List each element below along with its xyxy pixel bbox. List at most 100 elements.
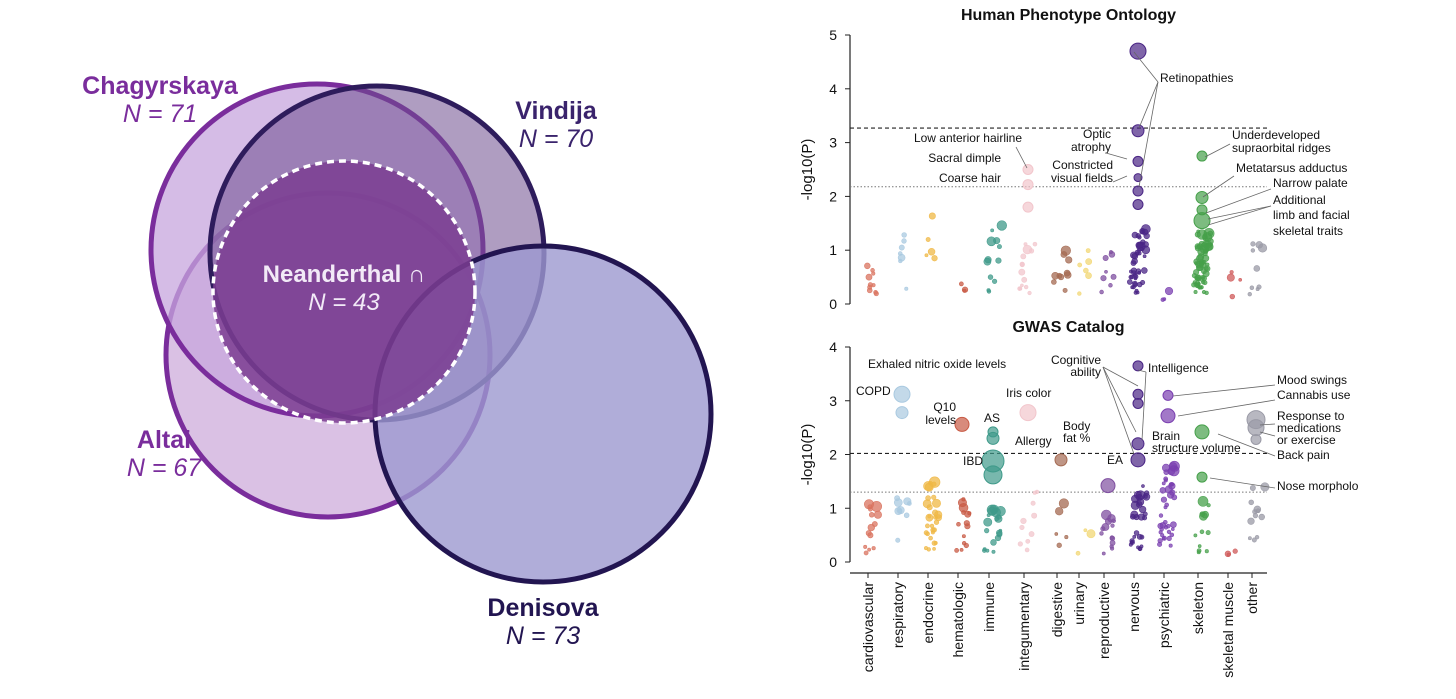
point-nervous: [1129, 513, 1136, 520]
annotation-label: Sacral dimple: [928, 151, 1001, 165]
annotation-label: Back pain: [1277, 448, 1330, 462]
point-immune: [987, 506, 997, 516]
point-skeletal-muscle: [1226, 552, 1231, 557]
annotation-label: Cannabis use: [1277, 388, 1351, 402]
highlight-point-digestive: [1054, 453, 1068, 467]
annotation-leader-line: [1138, 81, 1159, 188]
point-urinary: [1085, 272, 1092, 279]
y-tick-label-1: 1: [829, 500, 837, 516]
point-nervous: [1129, 274, 1135, 280]
point-immune: [986, 289, 992, 294]
annotation-label: Optic: [1083, 127, 1111, 141]
point-cardiovascular: [863, 550, 869, 556]
point-integumentary: [1025, 538, 1031, 544]
point-nervous: [1127, 279, 1133, 285]
point-psychiatric: [1161, 535, 1167, 541]
venn-diagram: Chagyrskaya N = 71 Vindija N = 70 Altai …: [82, 72, 714, 650]
point-reproductive: [1110, 273, 1117, 280]
point-nervous: [1130, 260, 1137, 266]
highlight-point-nervous: [1132, 360, 1144, 372]
highlight-point-nervous: [1132, 388, 1144, 400]
highlight-point-nervous: [1131, 437, 1145, 451]
point-skeleton: [1205, 530, 1211, 536]
annotation-label: visual fields: [1051, 171, 1113, 185]
point-reproductive: [1101, 551, 1106, 556]
annotation-label: Underdeveloped: [1232, 128, 1320, 142]
point-nervous: [1139, 229, 1145, 235]
highlight-point-nervous: [1130, 452, 1146, 468]
point-psychiatric: [1169, 532, 1175, 538]
annotation-label: Body: [1063, 419, 1090, 433]
point-hematologic: [963, 520, 970, 527]
point-reproductive: [1109, 544, 1114, 549]
annotation-label: COPD: [856, 384, 891, 398]
point-nervous: [1136, 501, 1143, 508]
point-nervous: [1140, 279, 1146, 286]
point-other: [1249, 285, 1255, 290]
point-psychiatric: [1166, 529, 1172, 535]
highlight-point-skeleton: [1193, 212, 1211, 230]
point-skeleton: [1193, 269, 1200, 276]
point-psychiatric: [1157, 522, 1164, 529]
annotation-leader-line: [1202, 175, 1235, 198]
point-integumentary: [1028, 248, 1035, 254]
annotation-leader-line: [1102, 366, 1135, 455]
point-nervous: [1131, 284, 1136, 290]
point-endocrine: [926, 547, 931, 552]
vindija-name: Vindija: [515, 97, 598, 125]
point-skeleton: [1196, 550, 1201, 555]
point-cardiovascular: [870, 268, 875, 273]
annotation-label: medications: [1277, 421, 1341, 435]
point-other: [1249, 485, 1256, 491]
point-psychiatric: [1164, 286, 1174, 296]
highlight-point-nervous: [1129, 42, 1147, 60]
point-psychiatric: [1158, 513, 1164, 518]
y-tick-label-1: 3: [829, 393, 837, 409]
annotation-leader-line: [1205, 188, 1272, 214]
point-skeleton: [1199, 285, 1204, 290]
point-skeletal-muscle: [1232, 548, 1238, 554]
point-other: [1247, 291, 1252, 297]
chagyrskaya-count: N = 71: [123, 100, 197, 128]
point-nervous: [1135, 290, 1140, 295]
point-urinary: [1077, 291, 1082, 296]
point-nervous: [1140, 247, 1145, 251]
point-integumentary: [1018, 268, 1026, 276]
point-psychiatric: [1166, 535, 1172, 542]
point-other: [1256, 284, 1262, 290]
point-other: [1251, 537, 1257, 543]
point-urinary: [1086, 529, 1096, 539]
point-respiratory: [895, 537, 901, 543]
y-axis-label-0: -log10(P): [799, 139, 816, 201]
denisova-count: N = 73: [506, 622, 580, 650]
annotation-label: EA: [1107, 453, 1123, 467]
point-nervous: [1137, 513, 1145, 521]
point-cardiovascular: [867, 523, 875, 532]
point-endocrine: [927, 514, 932, 519]
chart-title-1: GWAS Catalog: [1012, 319, 1124, 336]
point-nervous: [1141, 484, 1145, 488]
intersection-label: Neanderthal ∩: [263, 261, 426, 288]
point-respiratory: [897, 253, 906, 262]
highlight-point-integumentary: [1019, 404, 1037, 422]
point-psychiatric: [1168, 543, 1173, 548]
point-immune: [983, 517, 993, 527]
annotation-leader-line: [1137, 369, 1147, 373]
point-digestive: [1058, 498, 1069, 509]
point-skeleton: [1202, 234, 1208, 240]
point-urinary: [1077, 262, 1083, 268]
point-hematologic: [964, 510, 972, 518]
annotation-label: limb and facial: [1273, 208, 1350, 222]
x-tick-label-digestive: digestive: [1049, 582, 1065, 637]
point-immune: [984, 528, 990, 534]
point-cardiovascular: [867, 284, 873, 290]
annotation-label: Q10: [933, 400, 956, 414]
point-other: [1258, 513, 1265, 521]
highlight-point-respiratory: [893, 385, 911, 403]
annotation-label: or exercise: [1277, 433, 1336, 447]
annotation-leader-line: [1204, 143, 1231, 158]
point-endocrine: [931, 255, 938, 262]
point-skeleton: [1202, 260, 1207, 265]
altai-count: N = 67: [127, 454, 202, 482]
annotation-leader-line: [1015, 146, 1028, 169]
